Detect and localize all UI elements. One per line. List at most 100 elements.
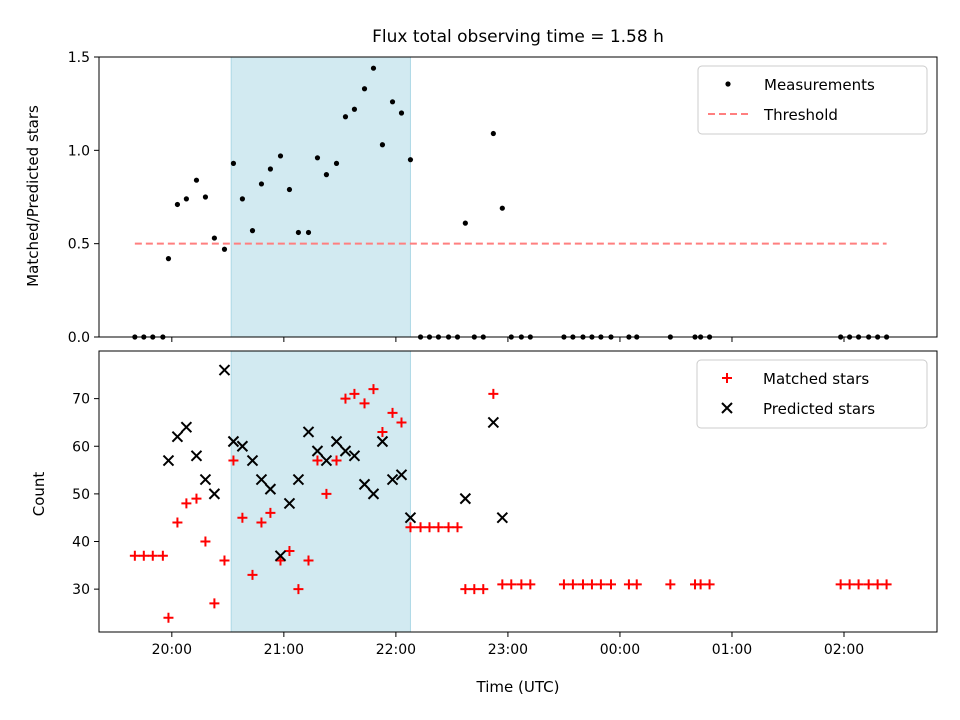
measurements-point	[454, 334, 461, 340]
matched-stars-point	[191, 493, 202, 504]
measurements-point	[499, 205, 505, 211]
matched-stars-point	[405, 522, 416, 533]
measurements-point	[141, 334, 147, 340]
x-tick-label: 20:00	[152, 642, 192, 658]
measurements-point	[435, 334, 442, 340]
measurements-point	[706, 334, 713, 340]
matched-stars-point	[340, 393, 351, 404]
measurements-point	[249, 228, 256, 234]
x-tick-label: 01:00	[712, 642, 752, 658]
measurements-point	[445, 334, 452, 340]
matched-stars-point	[293, 584, 304, 595]
matched-stars-point	[586, 579, 597, 590]
matched-stars-point	[200, 536, 211, 547]
measurements-point	[295, 229, 302, 236]
matched-stars-point	[665, 579, 676, 590]
matched-stars-point	[506, 579, 517, 590]
matched-stars-point	[247, 569, 258, 580]
measurements-point	[426, 334, 433, 340]
measurements-point	[518, 334, 524, 340]
y-tick-label-1: 50	[72, 487, 90, 503]
predicted-stars-point	[487, 416, 500, 429]
matched-stars-point	[265, 507, 276, 518]
measurements-point	[132, 334, 138, 340]
predicted-stars-point	[162, 454, 175, 467]
measurements-point	[626, 334, 632, 340]
y-axis-label-bottom: Count	[30, 472, 48, 517]
measurements-point	[389, 99, 396, 105]
y-tick-label-0: 1.0	[68, 143, 90, 159]
matched-stars-point	[312, 455, 323, 466]
predicted-stars-point	[208, 488, 221, 500]
predicted-stars-point	[395, 469, 408, 481]
measurements-point	[221, 246, 228, 252]
x-tick-label: 21:00	[264, 642, 304, 658]
matched-stars-point	[368, 384, 379, 395]
matched-stars-point	[853, 579, 864, 590]
axes-frame-1	[98, 350, 938, 633]
matched-stars-point	[577, 579, 588, 590]
predicted-stars-point	[255, 473, 268, 486]
y-tick-label-1: 70	[72, 392, 90, 408]
matched-stars-point	[497, 579, 508, 590]
matched-stars-point	[516, 579, 527, 590]
measurements-point	[866, 334, 872, 340]
measurements-point	[333, 160, 340, 166]
matched-stars-point	[349, 388, 360, 399]
matched-stars-point	[881, 579, 892, 590]
matched-stars-point	[387, 407, 398, 418]
measurements-point	[875, 334, 881, 340]
axes-layer: 0.0 0.5 1.0 1.5 30 40 50 60 70 20:00 21:00 22:00 23:…	[68, 50, 938, 658]
measurements-point	[398, 110, 405, 116]
predicted-stars-point	[236, 440, 249, 452]
measurements-point	[258, 181, 265, 187]
predicted-stars-point	[199, 473, 212, 486]
legend-box-1	[696, 359, 928, 429]
measurements-point	[667, 334, 673, 340]
matched-stars-point	[595, 579, 606, 590]
measurements-point	[305, 229, 312, 236]
legend-label-measurements: Measurements	[764, 76, 875, 94]
x-axis-label: Time (UTC)	[476, 678, 560, 696]
measurements-point	[286, 186, 293, 193]
measurements-point	[342, 114, 349, 120]
matched-stars-point	[377, 426, 388, 437]
matched-stars-point	[303, 555, 314, 566]
axes-frame-0	[98, 56, 938, 338]
measurements-point	[589, 334, 595, 340]
matched-stars-point	[321, 488, 332, 499]
measurements-point	[570, 334, 576, 340]
predicted-stars-point	[339, 445, 352, 457]
matched-stars-point	[157, 550, 168, 561]
y-tick-label-1: 60	[72, 439, 90, 455]
matched-stars-point	[228, 455, 239, 466]
matched-stars-point	[284, 546, 295, 557]
matched-stars-point	[359, 398, 370, 409]
matched-stars-point	[209, 598, 220, 609]
x-tick-label: 00:00	[600, 642, 640, 658]
measurements-point	[490, 130, 496, 137]
observing-window-shade-1	[230, 350, 411, 633]
legend-layer: Measurements Threshold Matched stars Predic…	[696, 65, 928, 429]
predicted-stars-point	[404, 511, 417, 524]
matched-stars-point	[478, 584, 489, 595]
x-tick-label: 23:00	[488, 642, 528, 658]
matched-stars-point	[488, 388, 499, 399]
measurements-point	[471, 334, 477, 340]
measurements-point	[379, 142, 386, 148]
matched-stars-point	[605, 579, 616, 590]
measurements-point	[165, 256, 172, 262]
matched-stars-point	[844, 579, 855, 590]
legend-label-predicted-stars: Predicted stars	[763, 400, 875, 418]
measurements-point	[527, 334, 533, 340]
y-tick-label-0: 0.5	[68, 237, 90, 253]
measurements-point	[193, 177, 200, 183]
legend-label-threshold: Threshold	[763, 106, 838, 124]
predicted-stars-point	[348, 450, 361, 462]
matched-stars-point	[433, 522, 444, 533]
predicted-stars-point	[358, 478, 371, 491]
predicted-stars-point	[330, 435, 343, 448]
legend-swatch-measurements	[725, 81, 731, 87]
predicted-stars-point	[218, 364, 231, 376]
